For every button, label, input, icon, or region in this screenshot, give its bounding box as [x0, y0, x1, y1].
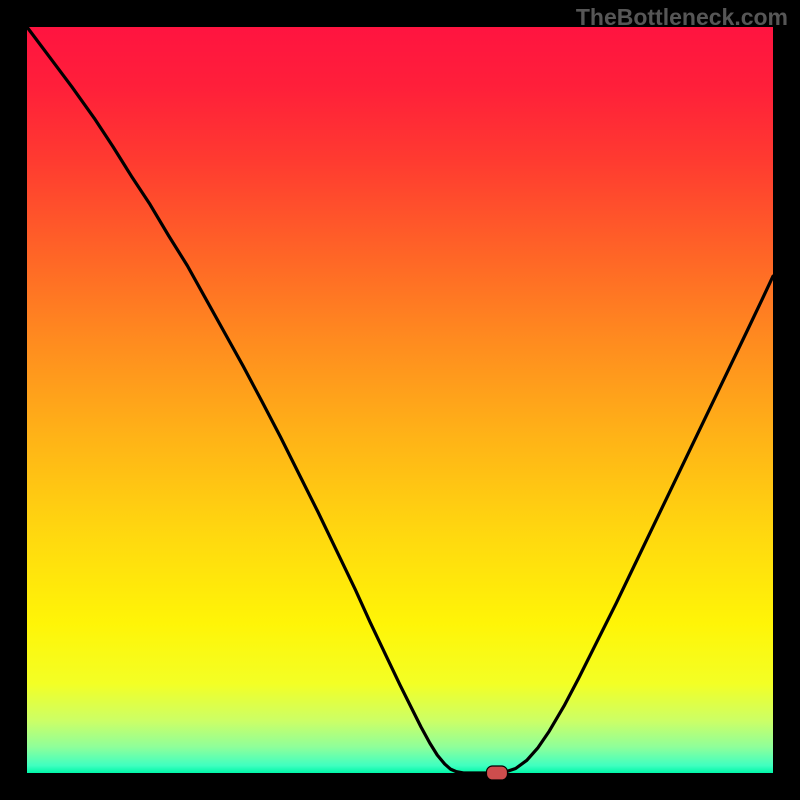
- watermark-text: TheBottleneck.com: [576, 4, 788, 31]
- chart-svg: [0, 0, 800, 800]
- plot-background: [27, 27, 773, 773]
- chart-frame: TheBottleneck.com: [0, 0, 800, 800]
- minimum-marker: [486, 766, 507, 780]
